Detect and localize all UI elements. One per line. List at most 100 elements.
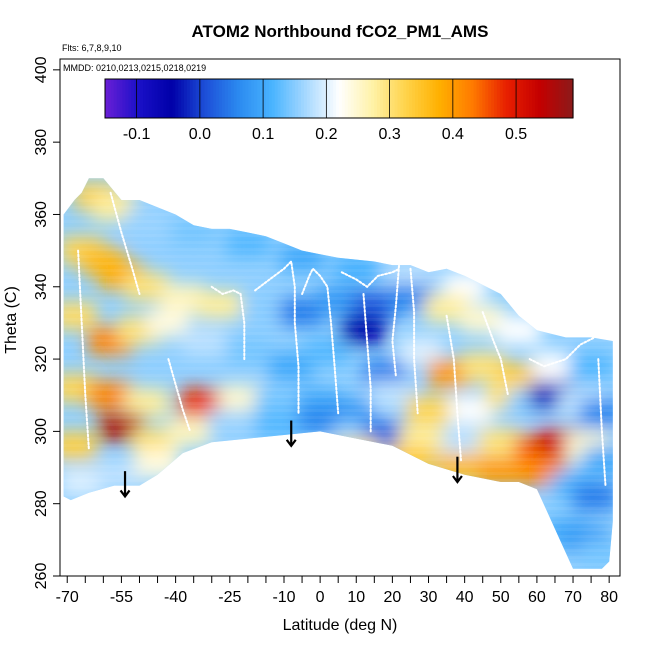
colorbar-segment (143, 79, 147, 118)
heatmap-band (63, 290, 613, 293)
colorbar-segment (166, 79, 170, 118)
x-tick-label: 0 (316, 589, 325, 606)
colorbar-segment (420, 79, 425, 118)
colorbar-segment (257, 79, 261, 118)
colorbar-segment (529, 79, 533, 118)
x-tick-label: 50 (492, 589, 510, 606)
x-tick-label: -10 (272, 589, 295, 606)
colorbar-segment (543, 79, 548, 118)
heatmap-cell (341, 316, 386, 345)
colorbar-segment (555, 79, 559, 118)
colorbar-segment (494, 79, 498, 118)
colorbar-segment (409, 79, 413, 118)
colorbar-segment (570, 79, 574, 118)
heatmap-band (63, 332, 613, 335)
colorbar-segment (274, 79, 279, 118)
x-tick-label: 70 (564, 589, 582, 606)
colorbar-segment (181, 79, 185, 118)
colorbar-segment (491, 79, 495, 118)
colorbar-segment (488, 79, 492, 118)
colorbar-tick-label: 0.4 (442, 126, 464, 143)
heatmap-band (63, 346, 613, 349)
colorbar-segment (107, 79, 112, 118)
heatmap-band (63, 297, 613, 300)
heatmap-band (63, 402, 613, 405)
colorbar-segment (131, 79, 135, 118)
colorbar-tick-label: 0.2 (315, 126, 337, 143)
heatmap-cell (572, 482, 613, 511)
colorbar-segment (397, 79, 402, 118)
colorbar-segment (268, 79, 273, 118)
flights-subtitle: Flts: 6,7,8,9,10 (62, 43, 122, 53)
colorbar-segment (400, 79, 404, 118)
colorbar-segment (415, 79, 419, 118)
heatmap-cell (225, 337, 270, 366)
heatmap-cell (406, 395, 451, 424)
colorbar-tick-label: 0.3 (378, 126, 400, 143)
colorbar-segment (327, 79, 331, 118)
x-tick-label: -70 (56, 589, 79, 606)
colorbar-segment (330, 79, 334, 118)
colorbar-segment (417, 79, 422, 118)
colorbar-segment (464, 79, 469, 118)
colorbar-segment (482, 79, 486, 118)
down-arrow-icon (452, 456, 463, 484)
colorbar-segment (362, 79, 366, 118)
colorbar-segment (499, 79, 504, 118)
heatmap-cell (579, 399, 613, 428)
down-arrow-icon (119, 471, 131, 499)
y-tick-label: 280 (33, 490, 50, 517)
colorbar-segment (435, 79, 440, 118)
colorbar-segment (429, 79, 434, 118)
colorbar-segment (178, 79, 182, 118)
colorbar-tick-label: 0.1 (252, 126, 274, 143)
colorbar-segment (280, 79, 285, 118)
colorbar-segment (552, 79, 557, 118)
plot-frame (59, 58, 621, 577)
colorbar-tick-label: -0.1 (123, 126, 151, 143)
colorbar-segment (157, 79, 162, 118)
colorbar-segment (441, 79, 445, 118)
colorbar-segment (224, 79, 229, 118)
colorbar-segment (444, 79, 448, 118)
colorbar-segment (426, 79, 431, 118)
colorbar-segment (473, 79, 478, 118)
colorbar-segment (262, 79, 267, 118)
colorbar-segment (213, 79, 217, 118)
colorbar-frame (104, 78, 574, 119)
colorbar-segment (119, 79, 124, 118)
colorbar-segment (508, 79, 513, 118)
flight-track (301, 267, 340, 415)
x-axis-label: Latitude (deg N) (283, 617, 398, 634)
colorbar-segment (341, 79, 346, 118)
colorbar-segment (216, 79, 220, 118)
heatmap-band (63, 318, 613, 321)
y-tick-label: 340 (33, 273, 50, 300)
colorbar-segment (467, 79, 472, 118)
x-tick-label: -25 (218, 589, 241, 606)
flight-track (254, 259, 300, 415)
flight-track (362, 293, 372, 433)
colorbar-segment (122, 79, 127, 118)
colorbar-segment (371, 79, 375, 118)
colorbar-segment (277, 79, 282, 118)
colorbar-segment (534, 79, 539, 118)
colorbar-segment (470, 79, 475, 118)
colorbar-segment (374, 79, 378, 118)
heatmap-band (63, 416, 613, 419)
colorbar-segment (502, 79, 507, 118)
colorbar-segment (385, 79, 390, 118)
colorbar-segment (207, 79, 211, 118)
colorbar-segment (315, 79, 320, 118)
colorbar-segment (233, 79, 238, 118)
colorbar-segment (137, 79, 141, 118)
colorbar-segment (453, 79, 457, 118)
colorbar-segment (128, 79, 132, 118)
y-axis: 260 280 300 320 340 360 380 400 (33, 56, 60, 589)
colorbar-segment (169, 79, 173, 118)
colorbar-segment (204, 79, 208, 118)
y-tick-label: 380 (33, 129, 50, 156)
colorbar-segment (172, 79, 176, 118)
colorbar-segment (265, 79, 270, 118)
colorbar-segment (347, 79, 352, 118)
